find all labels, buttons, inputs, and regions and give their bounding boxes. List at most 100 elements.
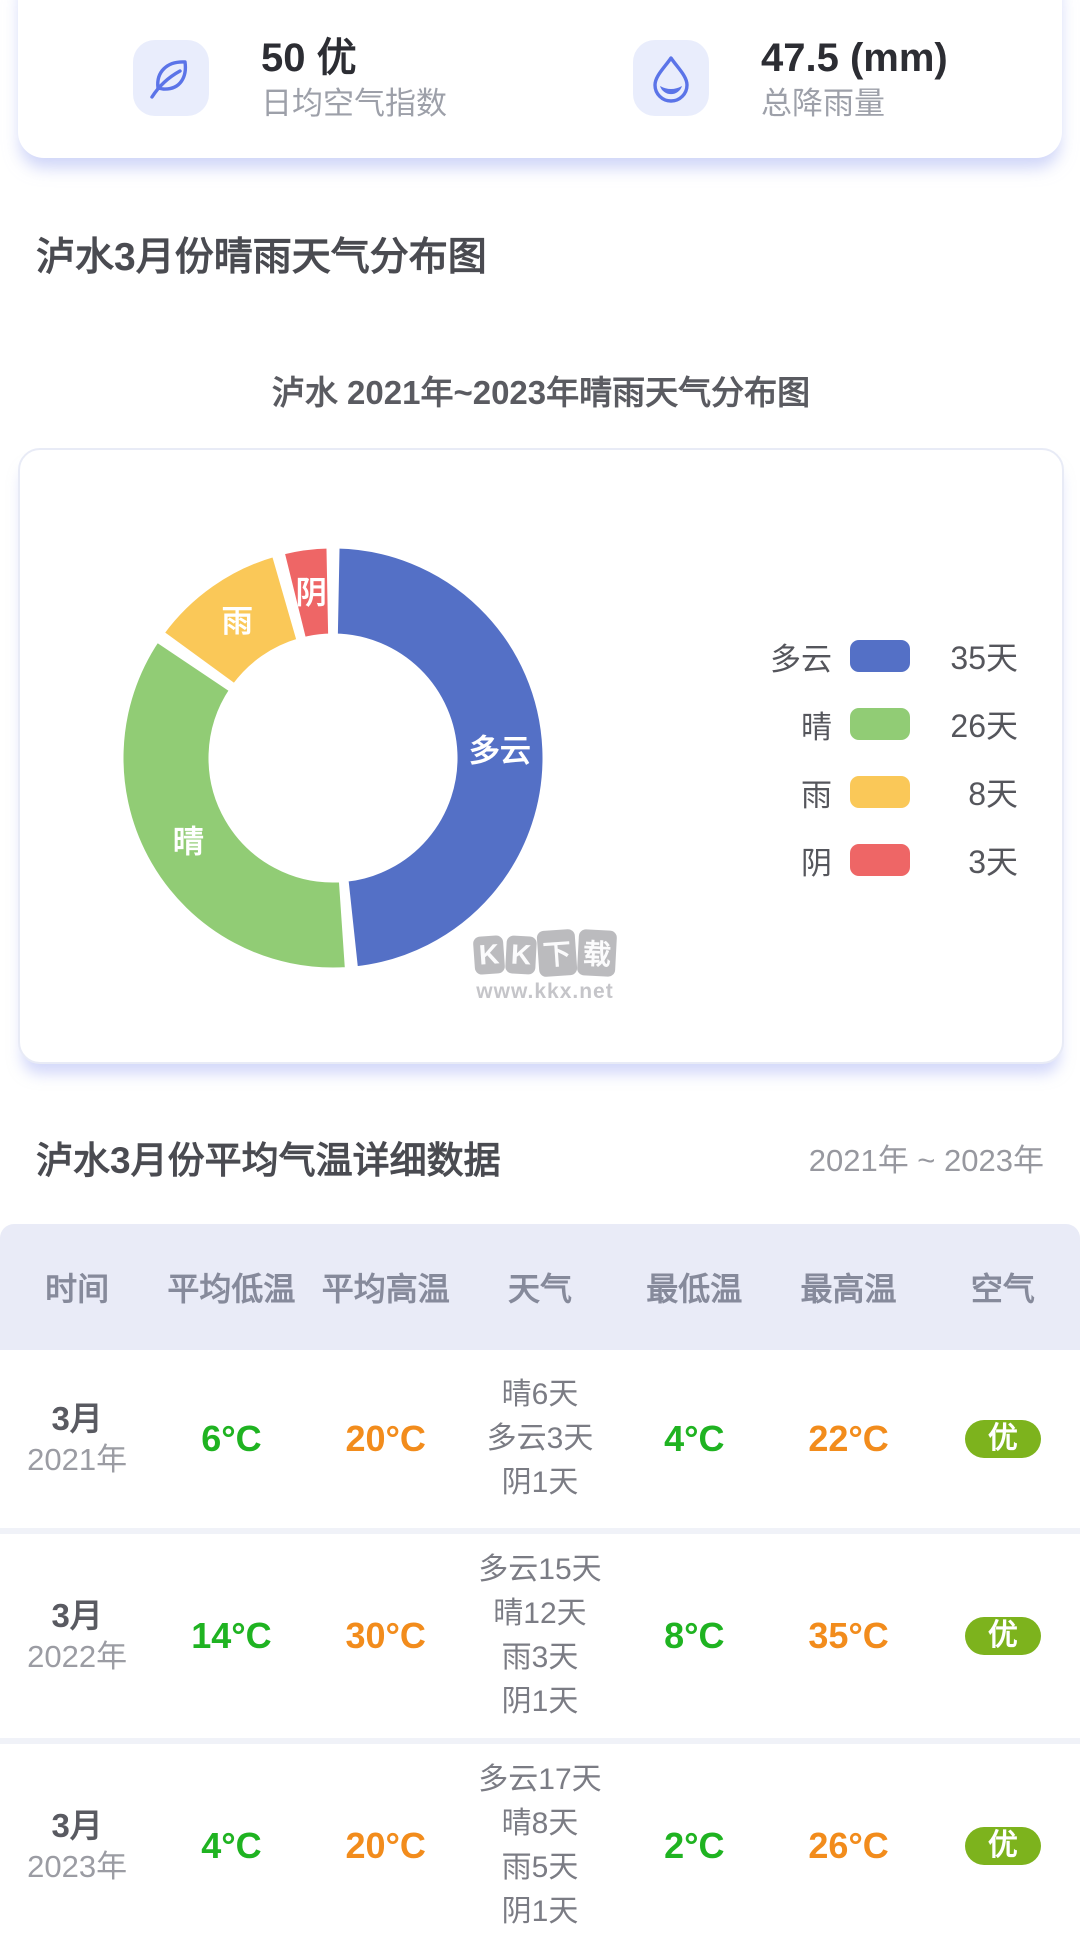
table-row-2021年: 3月 2021年 6°C 20°C 晴6天多云3天阴1天 4°C 22°C 优 [0, 1350, 1080, 1528]
month-label: 3月 [51, 1597, 103, 1634]
column-header-空气: 空气 [970, 1271, 1035, 1307]
cell-air: 优 [926, 1420, 1080, 1458]
pie-segment-label: 多云 [469, 734, 531, 769]
legend-swatch [850, 708, 910, 740]
weather-line: 晴8天 [501, 1807, 579, 1840]
weather-line: 晴6天 [501, 1378, 579, 1411]
cell-time: 3月 2021年 [0, 1398, 154, 1480]
temperature-table[interactable]: 时间 平均低温 平均高温 天气 最低温 最高温 空气 3月 2021年 6°C 20°C 晴6天多云… [0, 1224, 1080, 1948]
pie-segment-多云[interactable] [332, 543, 548, 972]
air-quality-value: 50 优 [261, 36, 357, 80]
table-body: 3月 2021年 6°C 20°C 晴6天多云3天阴1天 4°C 22°C 优 3月 2022年 1… [0, 1350, 1080, 1948]
cell-max-temp: 26°C [808, 1825, 889, 1866]
weather-line: 雨5天 [501, 1851, 579, 1884]
temperature-section-header: 泸水3月份平均气温详细数据 2021年 ~ 2023年 [36, 1130, 1044, 1184]
air-quality-badge: 优 [964, 1827, 1041, 1865]
legend-swatch [850, 640, 910, 672]
cell-avg-high: 20°C [345, 1418, 426, 1459]
air-quality-stat: 50 优 日均空气指数 [133, 36, 447, 124]
air-quality-badge: 优 [964, 1617, 1041, 1655]
cell-avg-high: 20°C [345, 1825, 426, 1866]
cell-min-temp: 4°C [664, 1418, 725, 1459]
cell-max-temp: 35°C [808, 1615, 889, 1656]
pie-segment-阴[interactable] [279, 543, 334, 643]
leaf-icon [133, 40, 209, 116]
temperature-year-range: 2021年 ~ 2023年 [808, 1142, 1044, 1178]
legend-swatch [850, 844, 910, 876]
watermark-char: 下 [536, 928, 578, 978]
legend-item-阴[interactable]: 阴 3天 [766, 840, 1018, 881]
rainfall-label: 总降雨量 [761, 86, 885, 121]
year-label: 2021年 [27, 1442, 128, 1477]
air-quality-label: 日均空气指数 [261, 86, 447, 121]
table-row-2023年: 3月 2023年 4°C 20°C 多云17天晴8天雨5天阴1天 2°C 26°C 优 [0, 1738, 1080, 1948]
weather-line: 多云15天 [478, 1553, 602, 1586]
watermark-char: 载 [577, 929, 618, 977]
legend-value: 8天 [968, 776, 1018, 812]
cell-avg-low: 4°C [201, 1825, 262, 1866]
stats-card: 50 优 日均空气指数 47.5 (mm) 总降雨量 [18, 0, 1062, 158]
table-row-2022年: 3月 2022年 14°C 30°C 多云15天晴12天雨3天阴1天 8°C 35°C 优 [0, 1528, 1080, 1738]
watermark-char: K [505, 935, 538, 975]
weather-line: 阴1天 [501, 1466, 579, 1499]
water-drop-icon [633, 40, 709, 116]
rainfall-value: 47.5 (mm) [761, 36, 948, 80]
column-header-天气: 天气 [507, 1271, 572, 1307]
cell-weather: 多云15天晴12天雨3天阴1天 [463, 1548, 617, 1724]
weather-line: 晴12天 [493, 1597, 587, 1630]
column-header-平均高温: 平均高温 [321, 1271, 450, 1307]
cell-time: 3月 2023年 [0, 1805, 154, 1887]
pie-segment-label: 阴 [296, 575, 327, 610]
legend-label: 晴 [801, 709, 832, 745]
distribution-section-title: 泸水3月份晴雨天气分布图 [36, 236, 487, 279]
legend-item-雨[interactable]: 雨 8天 [766, 772, 1018, 813]
legend-item-多云[interactable]: 多云 35天 [766, 636, 1018, 677]
weather-donut-chart: 多云晴 雨 阴 [118, 543, 548, 973]
weather-line: 多云17天 [478, 1763, 602, 1796]
legend-value: 3天 [968, 844, 1018, 880]
column-header-最低温: 最低温 [646, 1271, 743, 1307]
cell-avg-low: 6°C [201, 1418, 262, 1459]
column-header-平均低温: 平均低温 [167, 1271, 296, 1307]
pie-chart-title: 泸水 2021年~2023年晴雨天气分布图 [271, 374, 811, 411]
month-label: 3月 [51, 1807, 103, 1844]
year-label: 2023年 [27, 1849, 128, 1884]
weather-line: 阴1天 [501, 1685, 579, 1718]
chart-legend: 多云 35天晴 26天雨 8天阴 3天 [766, 636, 1018, 908]
cell-avg-low: 14°C [191, 1615, 272, 1656]
cell-min-temp: 8°C [664, 1615, 725, 1656]
temperature-section-title: 泸水3月份平均气温详细数据 [36, 1140, 501, 1181]
legend-label: 阴 [801, 845, 832, 881]
column-header-最高温: 最高温 [800, 1271, 897, 1307]
legend-item-晴[interactable]: 晴 26天 [766, 704, 1018, 745]
pie-segment-晴[interactable] [118, 637, 350, 973]
weather-line: 阴1天 [501, 1895, 579, 1928]
pie-segment-label: 晴 [173, 825, 204, 860]
legend-label: 雨 [801, 777, 832, 813]
weather-line: 雨3天 [501, 1641, 579, 1674]
cell-max-temp: 22°C [808, 1418, 889, 1459]
cell-min-temp: 2°C [664, 1825, 725, 1866]
rainfall-stat: 47.5 (mm) 总降雨量 [633, 36, 948, 124]
pie-segment-雨[interactable] [159, 551, 302, 689]
pie-segment-label: 雨 [222, 604, 253, 639]
cell-air: 优 [926, 1827, 1080, 1865]
watermark-url: www.kkx.net [476, 980, 614, 1003]
legend-label: 多云 [770, 641, 832, 677]
cell-weather: 多云17天晴8天雨5天阴1天 [463, 1758, 617, 1934]
watermark-char: K [472, 934, 506, 976]
air-quality-badge: 优 [964, 1420, 1041, 1458]
cell-air: 优 [926, 1617, 1080, 1655]
weather-line: 多云3天 [486, 1422, 594, 1455]
month-label: 3月 [51, 1400, 103, 1437]
cell-weather: 晴6天多云3天阴1天 [463, 1373, 617, 1505]
table-header-row: 时间 平均低温 平均高温 天气 最低温 最高温 空气 [0, 1224, 1080, 1350]
year-label: 2022年 [27, 1639, 128, 1674]
cell-avg-high: 30°C [345, 1615, 426, 1656]
column-header-时间: 时间 [45, 1271, 110, 1307]
cell-time: 3月 2022年 [0, 1595, 154, 1677]
legend-value: 35天 [950, 640, 1018, 676]
